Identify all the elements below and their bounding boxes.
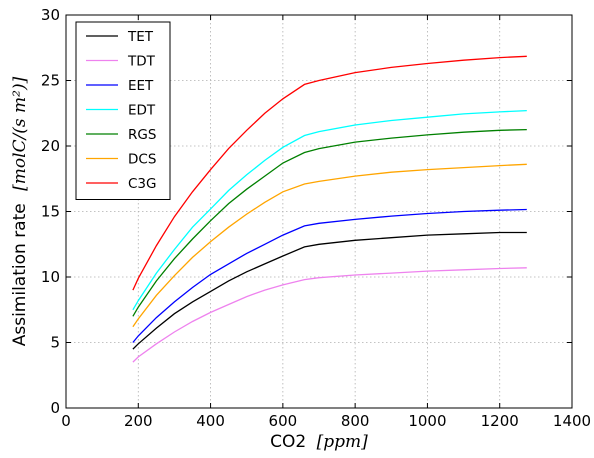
series-line-eet [132, 208, 527, 343]
x-tick-label: 400 [196, 412, 225, 430]
x-axis-label: CO2 [ppm] [270, 432, 368, 452]
x-axis-unit: [ppm] [317, 432, 369, 452]
y-tick-label: 5 [50, 334, 60, 352]
x-tick-label: 200 [124, 412, 153, 430]
x-tick-label: 600 [269, 412, 298, 430]
y-tick-label: 30 [41, 6, 60, 24]
series-line-rgs [132, 128, 527, 317]
y-tick-label: 15 [41, 203, 60, 221]
series-line-tdt [132, 267, 527, 363]
x-axis-label-text: CO2 [270, 432, 306, 452]
x-tick-label: 1000 [408, 412, 446, 430]
legend-label: TET [127, 29, 154, 45]
y-tick-label: 0 [50, 399, 60, 417]
y-tick-label: 20 [41, 137, 60, 155]
x-tick-label: 0 [61, 412, 71, 430]
legend: TET TDT EET EDT RGS DCS C3G [75, 21, 171, 200]
legend-label: TDT [127, 54, 156, 70]
legend-label: RGS [128, 127, 156, 143]
axis-ticks: 0 200 400 600 800 1000 1200 1400 0 5 10 15 20 25 30 [41, 6, 591, 430]
legend-label: EET [128, 78, 154, 94]
y-tick-label: 10 [41, 268, 60, 286]
y-tick-label: 25 [41, 72, 60, 90]
legend-box [75, 21, 171, 200]
series-line-edt [132, 109, 527, 311]
series-lines [132, 55, 527, 363]
series-line-dcs [132, 163, 527, 328]
y-axis-label-text: Assimilation rate [10, 203, 30, 346]
legend-label: DCS [128, 152, 156, 168]
x-tick-label: 1400 [553, 412, 591, 430]
x-tick-label: 1200 [481, 412, 519, 430]
x-tick-label: 800 [341, 412, 370, 430]
y-axis-label: Assimilation rate [molC/(s m²)] [10, 76, 30, 346]
series-line-c3g [132, 55, 527, 291]
y-axis-unit: [molC/(s m²)] [10, 76, 30, 190]
series-line-tet [132, 231, 527, 350]
legend-label: EDT [128, 103, 156, 119]
legend-label: C3G [128, 176, 156, 192]
